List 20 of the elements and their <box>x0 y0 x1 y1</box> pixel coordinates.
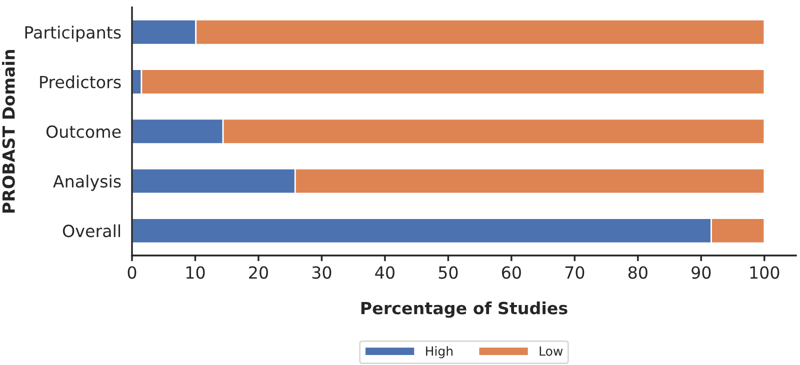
y-tick-label: Analysis <box>53 174 121 191</box>
x-tick-label: 50 <box>438 266 458 279</box>
x-axis-title: Percentage of Studies <box>361 301 568 318</box>
x-tick-label: 90 <box>692 266 711 279</box>
x-tick-label: 100 <box>750 266 780 279</box>
y-tick-label: Participants <box>25 26 121 42</box>
x-tick-label: 10 <box>186 266 205 279</box>
x-tick-label: 30 <box>312 266 332 279</box>
y-tick-label: Overall <box>62 224 120 238</box>
x-tick-label: 80 <box>628 266 648 279</box>
x-tick-label: 70 <box>565 266 584 279</box>
y-axis-title: PROBAST Domain <box>2 50 15 213</box>
legend-label: Low <box>540 346 563 356</box>
y-tick-label: Predictors <box>40 75 121 88</box>
x-tick-label: 40 <box>375 266 394 279</box>
legend-label: High <box>426 346 452 358</box>
x-tick-label: 60 <box>502 266 521 279</box>
x-tick-label: 0 <box>128 266 136 279</box>
x-tick-label: 20 <box>249 266 268 279</box>
y-tick-label: Outcome <box>46 125 121 138</box>
